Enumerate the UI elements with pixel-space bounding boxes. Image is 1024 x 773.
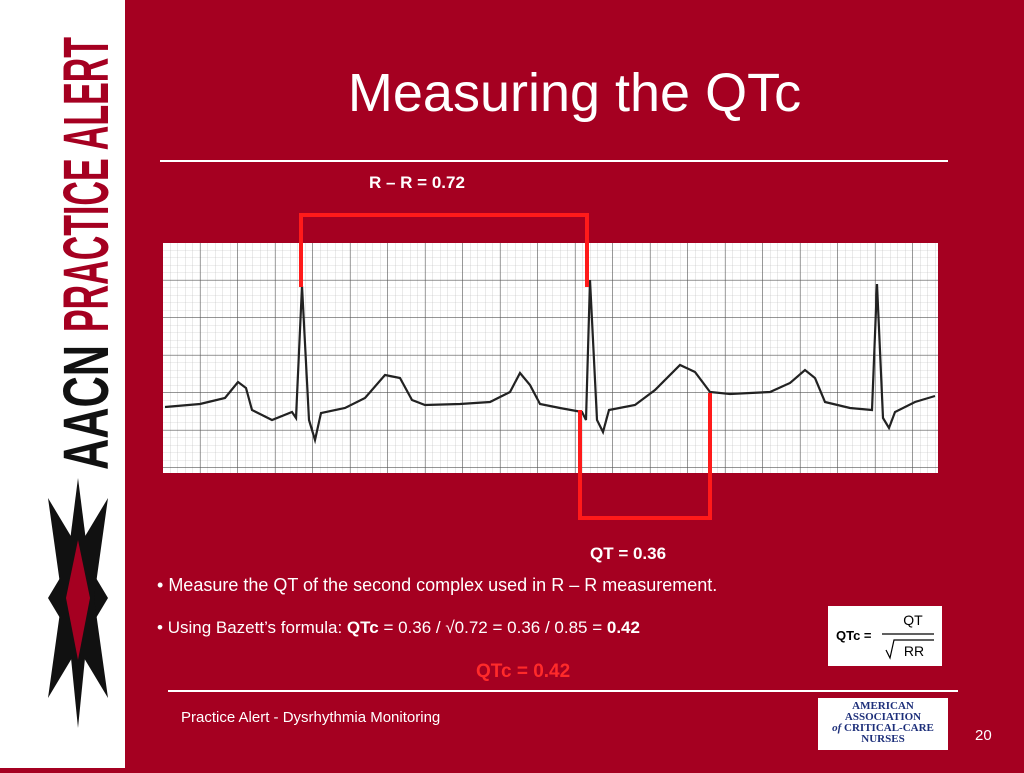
bullet: • Measure the QT of the second complex u…	[157, 575, 718, 595]
bullet-bold: QTc	[346, 618, 379, 637]
bullet: • Using Bazett’s formula: QTc = 0.36 / √…	[157, 618, 640, 637]
title: Measuring the QTc	[347, 63, 802, 123]
bullet-bold: 0.42	[606, 618, 640, 637]
formula-num: QT	[903, 612, 923, 628]
formula-den: RR	[904, 643, 924, 659]
qt-bracket	[578, 393, 712, 520]
formula-lhs: QTc =	[836, 628, 872, 643]
ecg-trace	[164, 279, 936, 445]
star-logo	[48, 478, 108, 728]
logo-line: ASSOCIATION	[844, 711, 922, 723]
logo-word: CRITICAL-CARE	[844, 722, 934, 734]
qt-label: QT = 0.36	[590, 544, 667, 563]
page-number: 20	[975, 727, 992, 744]
bullet-text: Using Bazett’s formula:	[167, 618, 347, 637]
result: QTc = 0.42	[476, 661, 571, 682]
formula: QTc = QT RR	[828, 606, 942, 666]
bullet-text: = 0.36 / √0.72 = 0.36 / 0.85 =	[378, 618, 607, 637]
sidebar: AACN PRACTICE ALERT	[0, 0, 125, 768]
logo: AMERICAN ASSOCIATION of CRITICAL-CARE NU…	[818, 698, 948, 750]
sidebar-art: AACN PRACTICE ALERT	[48, 37, 122, 728]
formula-art: QTc = QT RR	[836, 612, 934, 660]
logo-line: AMERICAN	[852, 700, 914, 712]
logo-line: of CRITICAL-CARE	[818, 723, 948, 734]
brand-label: PRACTICE ALERT	[50, 37, 122, 332]
rr-bracket	[299, 213, 589, 287]
bullet-text: Measure the QT of the second complex use…	[168, 575, 718, 595]
rr-label: R – R = 0.72	[369, 173, 465, 192]
brand: AACN	[50, 345, 122, 470]
footer-text: Practice Alert - Dysrhythmia Monitoring	[181, 709, 441, 726]
logo-line: NURSES	[861, 733, 905, 745]
ecg-grid	[163, 243, 938, 473]
logo-of: of	[832, 722, 842, 734]
